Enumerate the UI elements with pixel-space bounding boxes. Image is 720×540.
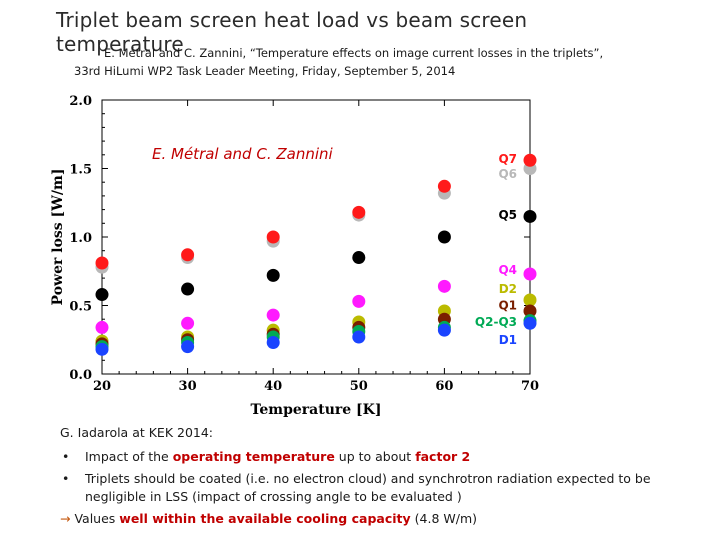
- series-label: Q6: [498, 167, 517, 181]
- bullet1-text: Impact of the: [85, 449, 173, 464]
- series-label: Q5: [498, 208, 517, 222]
- data-point: [352, 251, 366, 265]
- data-point: [352, 294, 366, 308]
- slide-title: Triplet beam screen heat load vs beam sc…: [56, 8, 696, 56]
- y-tick-label: 1.5: [69, 163, 92, 178]
- y-tick-label: 0.5: [69, 300, 92, 315]
- bullet-dot: •: [62, 449, 70, 464]
- data-points: [95, 153, 537, 356]
- data-point: [95, 342, 109, 356]
- y-tick-label: 0.0: [69, 368, 92, 383]
- bullet2-text: Triplets should be coated (i.e. no elect…: [85, 471, 651, 504]
- x-tick-label: 70: [521, 379, 539, 394]
- series-q4: [95, 267, 537, 334]
- data-point: [181, 282, 195, 296]
- series-q6: [95, 162, 537, 274]
- y-tick-label: 2.0: [69, 94, 92, 109]
- data-point: [266, 230, 280, 244]
- series-q2-q3: [95, 314, 537, 354]
- slide-title-line1: Triplet beam screen heat load vs beam sc…: [56, 8, 528, 32]
- x-tick-label: 50: [350, 379, 368, 394]
- notes-bullet-1: • Impact of the operating temperature up…: [60, 448, 700, 466]
- series-d2: [95, 293, 537, 348]
- notes-heading: G. Iadarola at KEK 2014:: [60, 425, 214, 440]
- series-label: D2: [499, 282, 517, 296]
- series-label: D1: [499, 333, 517, 347]
- data-point: [95, 256, 109, 270]
- data-point: [437, 179, 451, 193]
- slide-title-line2: temperature: [56, 32, 184, 56]
- series-q7: [95, 153, 537, 270]
- x-tick-label: 20: [93, 379, 111, 394]
- data-point: [266, 308, 280, 322]
- bullet1-emphasis-1: operating temperature: [172, 449, 335, 464]
- data-point: [437, 230, 451, 244]
- x-tick-label: 40: [264, 379, 282, 394]
- data-point: [352, 205, 366, 219]
- bullet1-emphasis-2: factor 2: [415, 449, 471, 464]
- conclusion-emphasis: well within the available cooling capaci…: [119, 511, 411, 526]
- series-d1: [95, 316, 537, 356]
- source-line1: E. Métral and C. Zannini, “Temperature e…: [104, 46, 604, 60]
- y-axis-label: Power loss [W/m]: [50, 169, 66, 306]
- bullet1-text-mid: up to about: [334, 449, 416, 464]
- tick-labels: 20 30 40 50 60 70 0.0 0.5 1.0 1.5 2.0: [69, 94, 539, 394]
- axis-ticks: [101, 99, 531, 375]
- chart-annotation: E. Métral and C. Zannini: [152, 145, 334, 163]
- conclusion-text: Values: [70, 511, 120, 526]
- series-q5: [95, 209, 537, 302]
- data-point: [266, 268, 280, 282]
- data-point: [352, 330, 366, 344]
- series-label: Q2-Q3: [475, 315, 517, 329]
- data-point: [95, 320, 109, 334]
- conclusion-tail: (4.8 W/m): [410, 511, 477, 526]
- x-tick-label: 60: [435, 379, 453, 394]
- data-point: [181, 340, 195, 354]
- data-point: [523, 293, 537, 307]
- data-point: [181, 248, 195, 262]
- data-point: [523, 209, 537, 223]
- bullet-dot: •: [62, 471, 70, 486]
- data-point: [523, 304, 537, 318]
- data-point: [266, 335, 280, 349]
- data-point: [181, 316, 195, 330]
- notes-block: G. Iadarola at KEK 2014: • Impact of the…: [60, 424, 700, 528]
- data-point: [437, 323, 451, 337]
- y-tick-label: 1.0: [69, 231, 92, 246]
- notes-conclusion: → Values well within the available cooli…: [60, 510, 700, 528]
- arrow-icon: →: [60, 511, 71, 526]
- source-line2: 33rd HiLumi WP2 Task Leader Meeting, Fri…: [74, 64, 456, 78]
- series-label: Q4: [498, 263, 517, 277]
- data-point: [523, 316, 537, 330]
- data-point: [523, 267, 537, 281]
- series-label: Q1: [498, 299, 517, 313]
- x-tick-label: 30: [179, 379, 197, 394]
- data-point: [437, 279, 451, 293]
- x-axis-label: Temperature [K]: [251, 402, 382, 418]
- notes-bullet-2: • Triplets should be coated (i.e. no ele…: [60, 470, 700, 506]
- series-q1: [95, 304, 537, 351]
- power-loss-chart: 20 30 40 50 60 70 0.0 0.5 1.0 1.5 2.0 E. Métral an…: [50, 94, 539, 418]
- data-point: [523, 153, 537, 167]
- data-point: [95, 288, 109, 302]
- plot-frame: [101, 99, 531, 375]
- series-label: Q7: [498, 152, 517, 166]
